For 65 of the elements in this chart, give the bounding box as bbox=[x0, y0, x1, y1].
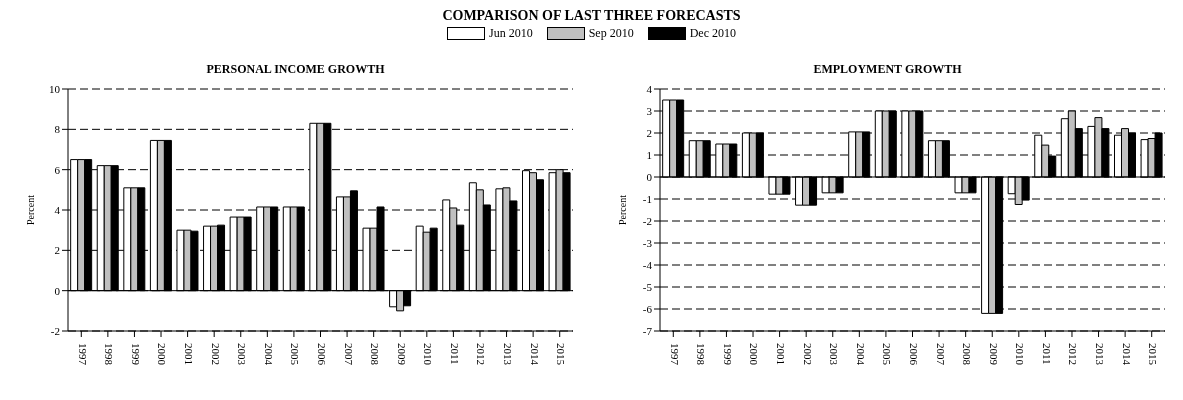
x-tick-label: 2007 bbox=[342, 343, 355, 366]
y-axis-title: Percent bbox=[616, 194, 628, 225]
x-tick-label: 2000 bbox=[156, 343, 169, 366]
x-tick-label: 2011 bbox=[1040, 343, 1053, 365]
x-tick-label: 2006 bbox=[907, 343, 920, 366]
x-tick-label: 2009 bbox=[395, 343, 408, 366]
x-tick-label: 1998 bbox=[695, 343, 708, 366]
x-tick-label: 2004 bbox=[262, 343, 275, 366]
x-tick-label: 1998 bbox=[103, 343, 116, 366]
x-tick-label: 1999 bbox=[721, 343, 734, 366]
x-tick-label: 2007 bbox=[934, 343, 947, 366]
x-tick-label: 2002 bbox=[209, 343, 222, 365]
y-tick-label: 2 bbox=[54, 244, 60, 257]
y-tick-label: 8 bbox=[54, 123, 61, 136]
x-tick-label: 2006 bbox=[315, 343, 328, 366]
x-tick-label: 2010 bbox=[1014, 343, 1027, 366]
y-tick-label: -2 bbox=[50, 324, 60, 337]
y-tick-label: 4 bbox=[646, 82, 653, 95]
x-tick-label: 2015 bbox=[555, 343, 568, 366]
y-tick-label: -2 bbox=[642, 214, 652, 227]
y-tick-label: 2 bbox=[646, 126, 652, 139]
x-tick-label: 2013 bbox=[502, 343, 515, 366]
x-tick-label: 2001 bbox=[183, 343, 196, 365]
y-tick-label: -5 bbox=[642, 280, 653, 293]
text: COMPARISON OF LAST THREE FORECASTS bbox=[441, 8, 742, 24]
y-tick-label: -7 bbox=[642, 324, 653, 337]
x-tick-label: 2014 bbox=[1120, 343, 1133, 366]
x-tick-label: 2004 bbox=[854, 343, 867, 366]
legend-label: Sep 2010 bbox=[588, 25, 634, 41]
x-tick-label: 2005 bbox=[881, 343, 894, 366]
x-tick-label: 2013 bbox=[1094, 343, 1107, 366]
y-axis-title: Percent bbox=[24, 194, 36, 225]
x-tick-label: 2010 bbox=[422, 343, 435, 366]
x-tick-label: 2000 bbox=[748, 343, 761, 366]
x-tick-label: 2003 bbox=[236, 343, 249, 366]
x-tick-label: 1997 bbox=[76, 343, 89, 366]
y-tick-label: 0 bbox=[54, 284, 61, 297]
x-tick-label: 1997 bbox=[668, 343, 681, 366]
chart-title: PERSONAL INCOME GROWTH bbox=[205, 62, 386, 77]
y-tick-label: 3 bbox=[646, 104, 653, 117]
x-tick-label: 2014 bbox=[528, 343, 541, 366]
x-tick-label: 2001 bbox=[775, 343, 788, 365]
x-tick-label: 2012 bbox=[475, 343, 488, 365]
legend-label: Jun 2010 bbox=[489, 25, 533, 41]
x-tick-label: 2008 bbox=[369, 343, 382, 366]
x-tick-label: 2012 bbox=[1067, 343, 1080, 365]
x-tick-label: 2011 bbox=[448, 343, 461, 365]
x-tick-label: 2005 bbox=[289, 343, 302, 366]
y-tick-label: 4 bbox=[54, 203, 61, 216]
x-tick-label: 2008 bbox=[961, 343, 974, 366]
y-tick-label: 1 bbox=[646, 148, 652, 161]
x-tick-label: 2015 bbox=[1147, 343, 1160, 366]
x-tick-label: 2002 bbox=[801, 343, 814, 365]
chart-title: EMPLOYMENT GROWTH bbox=[812, 62, 963, 77]
x-tick-label: 2003 bbox=[828, 343, 841, 366]
y-tick-label: -4 bbox=[642, 258, 653, 271]
x-tick-label: 1999 bbox=[129, 343, 142, 366]
y-tick-label: 6 bbox=[54, 163, 61, 176]
y-tick-label: -6 bbox=[642, 302, 653, 315]
y-tick-label: -3 bbox=[642, 236, 653, 249]
y-tick-label: -1 bbox=[642, 192, 652, 205]
legend-label: Dec 2010 bbox=[689, 25, 736, 41]
x-tick-label: 2009 bbox=[987, 343, 1000, 366]
y-tick-label: 10 bbox=[49, 82, 61, 95]
y-tick-label: 0 bbox=[646, 170, 653, 183]
